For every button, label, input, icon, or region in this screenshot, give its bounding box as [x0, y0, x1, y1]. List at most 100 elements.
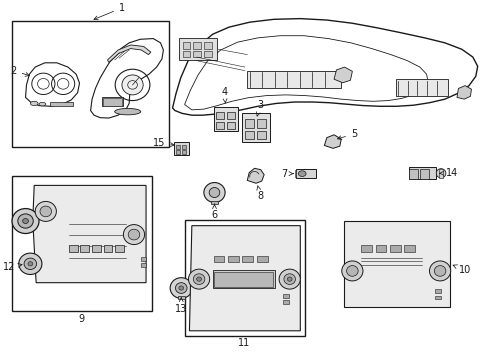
Bar	[226, 112, 234, 119]
Bar	[182, 150, 185, 154]
Bar	[216, 122, 224, 129]
Ellipse shape	[122, 75, 143, 95]
Ellipse shape	[19, 253, 42, 274]
Bar	[213, 256, 224, 262]
Polygon shape	[343, 221, 449, 307]
Bar	[12, 21, 168, 147]
Ellipse shape	[196, 277, 201, 281]
Bar	[176, 150, 180, 154]
Bar	[256, 131, 265, 139]
Bar	[247, 71, 341, 89]
Ellipse shape	[203, 183, 224, 203]
Bar	[283, 300, 288, 304]
Bar	[178, 296, 184, 300]
Bar	[242, 256, 253, 262]
Text: 1: 1	[94, 3, 125, 20]
Bar	[256, 256, 267, 262]
Bar	[115, 244, 123, 252]
Polygon shape	[33, 185, 146, 283]
Ellipse shape	[346, 266, 357, 276]
Bar	[174, 142, 189, 156]
Bar	[245, 119, 253, 128]
Bar	[360, 245, 371, 252]
Ellipse shape	[170, 278, 192, 298]
Bar	[404, 245, 414, 252]
Bar	[296, 169, 315, 178]
Ellipse shape	[22, 219, 28, 224]
Bar	[245, 131, 253, 139]
Bar	[212, 270, 275, 288]
Polygon shape	[333, 67, 352, 83]
Text: 7: 7	[281, 168, 293, 179]
Ellipse shape	[123, 225, 144, 244]
Polygon shape	[107, 45, 151, 62]
Bar	[434, 296, 440, 300]
Bar	[183, 42, 190, 49]
Text: 2: 2	[11, 66, 29, 76]
Ellipse shape	[341, 261, 362, 281]
Ellipse shape	[435, 168, 445, 178]
Text: 8: 8	[256, 185, 263, 201]
Bar	[283, 294, 288, 298]
Ellipse shape	[193, 274, 204, 284]
Ellipse shape	[24, 258, 37, 270]
Text: 5: 5	[337, 129, 356, 140]
Ellipse shape	[30, 101, 38, 105]
Bar	[389, 245, 400, 252]
Ellipse shape	[179, 286, 183, 290]
Ellipse shape	[12, 208, 39, 234]
Bar	[182, 145, 185, 149]
Bar	[141, 257, 146, 261]
Text: 15: 15	[153, 138, 174, 148]
Ellipse shape	[287, 277, 291, 281]
Bar	[213, 107, 237, 131]
Text: 4: 4	[221, 87, 227, 103]
Bar	[179, 38, 217, 60]
Bar	[81, 244, 89, 252]
Ellipse shape	[115, 108, 141, 115]
Ellipse shape	[433, 266, 445, 276]
Bar	[256, 119, 265, 128]
Ellipse shape	[128, 229, 140, 240]
Bar	[69, 244, 78, 252]
Ellipse shape	[28, 262, 33, 266]
Bar	[434, 289, 440, 293]
Polygon shape	[189, 226, 300, 331]
Ellipse shape	[284, 274, 295, 284]
Bar	[102, 97, 123, 106]
Bar	[203, 42, 211, 49]
Bar	[176, 145, 180, 149]
Text: 12: 12	[2, 262, 22, 273]
Bar	[12, 176, 151, 311]
Bar	[214, 273, 273, 287]
Polygon shape	[247, 168, 264, 183]
Ellipse shape	[298, 171, 305, 176]
Text: 9: 9	[78, 314, 84, 324]
Ellipse shape	[18, 214, 33, 228]
Bar	[203, 51, 211, 57]
Bar	[294, 170, 296, 177]
Text: 13: 13	[175, 298, 187, 314]
Ellipse shape	[39, 102, 46, 106]
Ellipse shape	[175, 283, 186, 293]
Bar	[193, 42, 201, 49]
Bar	[227, 256, 238, 262]
Polygon shape	[456, 86, 470, 99]
Ellipse shape	[40, 206, 51, 217]
Bar	[242, 113, 270, 142]
Bar	[408, 168, 417, 179]
Ellipse shape	[428, 261, 450, 281]
Ellipse shape	[279, 269, 300, 289]
Bar	[193, 51, 201, 57]
Ellipse shape	[188, 269, 209, 289]
Bar	[141, 263, 146, 267]
Bar	[103, 244, 112, 252]
Ellipse shape	[35, 202, 56, 221]
Bar	[92, 244, 101, 252]
Bar	[184, 220, 305, 336]
Text: 14: 14	[439, 168, 457, 178]
Bar	[49, 102, 73, 105]
Bar	[102, 98, 122, 105]
Bar	[419, 168, 427, 179]
Polygon shape	[324, 135, 341, 148]
